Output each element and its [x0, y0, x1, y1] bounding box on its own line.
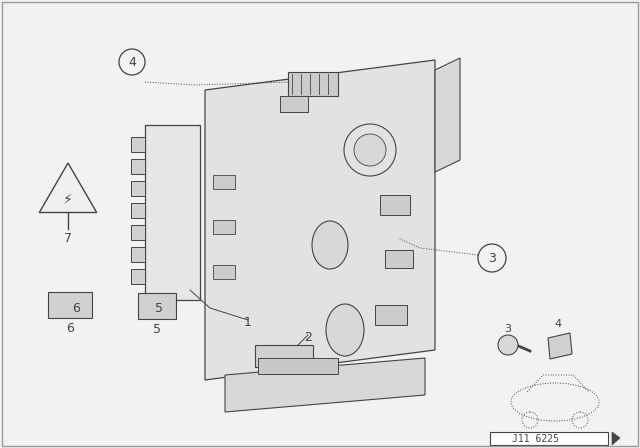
Polygon shape	[225, 358, 425, 412]
Polygon shape	[612, 432, 620, 445]
Bar	[375, 305, 407, 325]
Bar	[150, 300, 160, 312]
Bar	[131, 181, 145, 196]
Bar	[213, 220, 235, 234]
Polygon shape	[435, 58, 460, 172]
Text: J11 6225: J11 6225	[511, 434, 559, 444]
Bar	[385, 250, 413, 268]
Ellipse shape	[326, 304, 364, 356]
Text: 7: 7	[64, 232, 72, 245]
Bar	[51, 296, 58, 304]
Bar	[288, 72, 338, 96]
Text: 4: 4	[554, 319, 561, 329]
Polygon shape	[39, 163, 97, 212]
Text: ⚡: ⚡	[63, 193, 73, 207]
Text: 4: 4	[128, 56, 136, 69]
Bar	[380, 195, 410, 215]
Bar	[280, 96, 308, 112]
Bar	[258, 358, 338, 374]
Bar	[69, 296, 76, 304]
Bar	[255, 345, 313, 367]
Circle shape	[354, 134, 386, 166]
Bar	[213, 265, 235, 279]
Text: 2: 2	[304, 331, 312, 344]
Polygon shape	[205, 60, 435, 380]
Text: 6: 6	[72, 302, 80, 314]
Ellipse shape	[312, 221, 348, 269]
Bar	[78, 296, 85, 304]
Bar	[131, 225, 145, 240]
Bar	[48, 292, 92, 318]
Bar	[138, 293, 176, 319]
Text: 3: 3	[488, 251, 496, 264]
Text: 3: 3	[504, 324, 511, 334]
Text: 5: 5	[153, 323, 161, 336]
Bar	[131, 203, 145, 218]
Bar	[131, 137, 145, 152]
Bar	[60, 296, 67, 304]
Text: 6: 6	[66, 322, 74, 335]
Bar	[131, 269, 145, 284]
Text: 1: 1	[244, 315, 252, 328]
Polygon shape	[548, 333, 572, 359]
Bar	[131, 247, 145, 262]
Bar	[131, 159, 145, 174]
Text: 5: 5	[155, 302, 163, 314]
Bar	[213, 175, 235, 189]
Bar	[145, 125, 200, 300]
Circle shape	[498, 335, 518, 355]
Bar	[490, 432, 608, 445]
